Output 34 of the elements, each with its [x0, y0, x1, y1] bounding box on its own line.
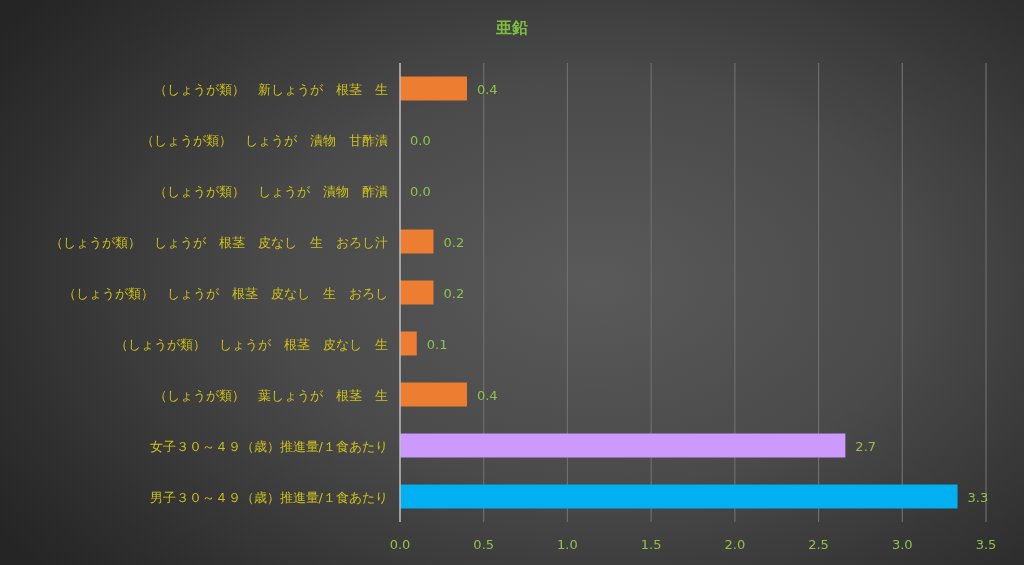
bar [400, 280, 434, 305]
bar [400, 382, 467, 407]
y-tick-label: （しょうが類） 新しょうが 根茎 生 [154, 81, 388, 97]
bar [400, 229, 434, 254]
bar [400, 433, 846, 458]
x-tick-label: 2.5 [808, 537, 829, 552]
data-label: 0.4 [476, 387, 498, 403]
x-tick-label: 1.0 [557, 537, 578, 552]
y-tick-label: （しょうが類） 葉しょうが 根茎 生 [154, 387, 388, 403]
chart-title: 亜鉛 [495, 18, 528, 37]
y-tick-label: （しょうが類） しょうが 根茎 皮なし 生 おろし汁 [50, 234, 388, 250]
x-tick-label: 0.5 [473, 537, 495, 552]
y-tick-label: 男子３０～４９（歳）推進量/１食あたり [149, 489, 388, 505]
bar [400, 484, 958, 509]
data-label: 0.0 [410, 132, 431, 148]
data-label: 0.2 [443, 234, 465, 250]
y-tick-label: （しょうが類） しょうが 根茎 皮なし 生 おろし [63, 285, 388, 301]
data-label: 0.4 [476, 81, 498, 97]
y-tick-label: （しょうが類） しょうが 漬物 甘酢漬 [141, 132, 388, 148]
x-tick-label: 0.0 [389, 537, 411, 552]
data-label: 0.0 [410, 183, 431, 199]
data-label: 3.3 [967, 489, 989, 505]
data-label: 0.2 [443, 285, 465, 301]
bar [400, 76, 467, 101]
x-tick-label: 2.0 [724, 537, 746, 552]
data-label: 2.7 [855, 438, 877, 454]
y-tick-label: （しょうが類） しょうが 漬物 酢漬 [154, 183, 388, 199]
x-tick-label: 3.0 [891, 537, 913, 552]
x-tick-label: 1.5 [640, 537, 662, 552]
x-tick-label: 3.5 [975, 537, 997, 552]
data-label: 0.1 [426, 336, 448, 352]
y-tick-label: （しょうが類） しょうが 根茎 皮なし 生 [115, 336, 388, 352]
bar [400, 331, 417, 356]
y-tick-label: 女子３０～４９（歳）推進量/１食あたり [149, 438, 388, 454]
